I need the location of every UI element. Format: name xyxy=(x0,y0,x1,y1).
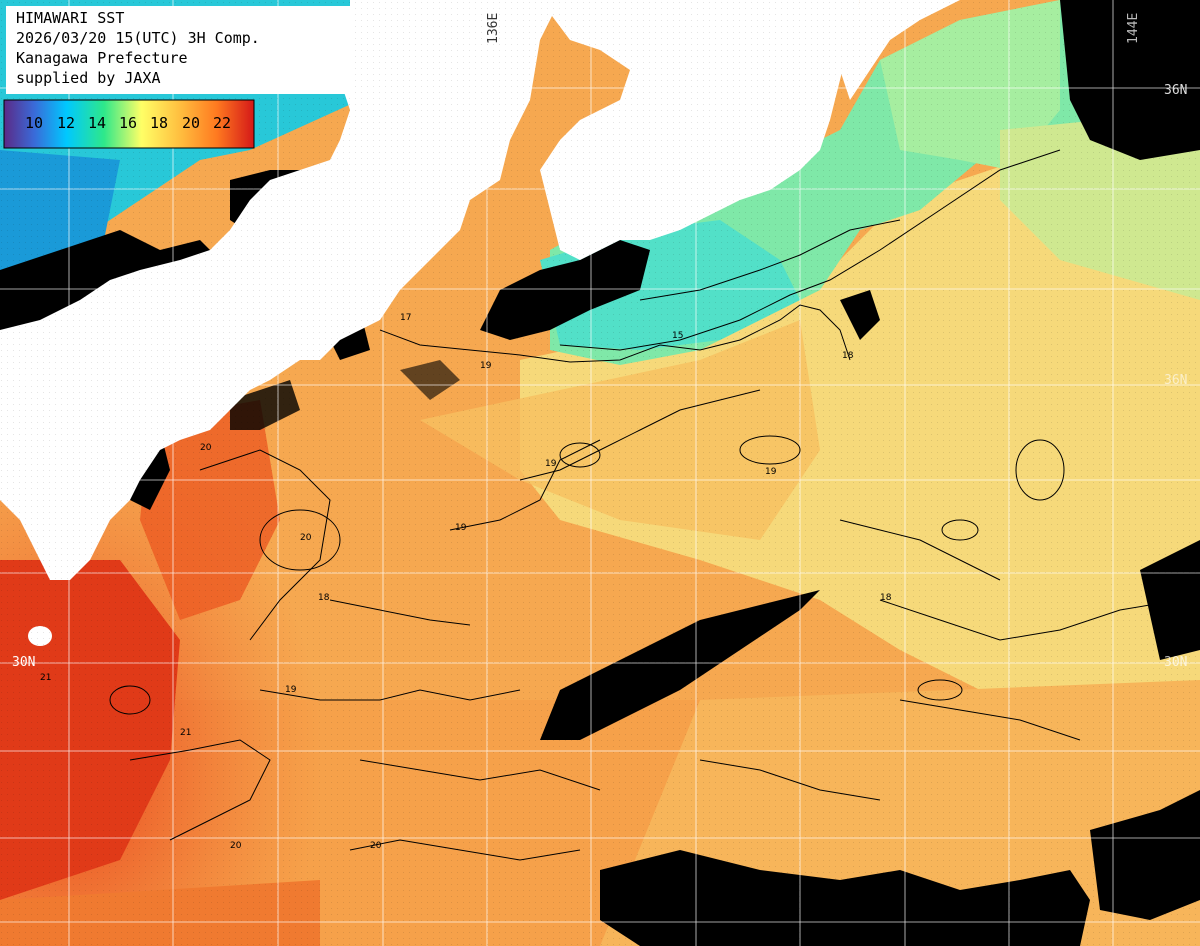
contour-label: 20 xyxy=(370,841,382,851)
contour-label: 18 xyxy=(842,351,854,361)
product-title: HIMAWARI SST xyxy=(16,9,125,27)
contour-label: 20 xyxy=(230,841,242,851)
graticule-labels: 136E 144E 36N 36N 33N 30N 30N xyxy=(12,13,1187,670)
contour-label: 19 xyxy=(765,467,777,477)
contour-label: 20 xyxy=(200,443,212,453)
contour-label: 21 xyxy=(40,673,51,683)
lat-label-36n-faint: 36N xyxy=(1164,373,1187,388)
contour-label: 19 xyxy=(545,459,557,469)
contour-label: 21 xyxy=(180,728,191,738)
contour-label: 18 xyxy=(880,593,892,603)
colorbar xyxy=(3,99,255,149)
region-line: Kanagawa Prefecture xyxy=(16,49,188,67)
contour-label: 20 xyxy=(300,533,312,543)
colorbar-tick: 18 xyxy=(150,114,169,132)
contour-label: 19 xyxy=(285,685,297,695)
info-box: HIMAWARI SST 2026/03/20 15(UTC) 3H Comp.… xyxy=(6,6,350,94)
colorbar-tick: 10 xyxy=(25,114,44,132)
contour-label: 19 xyxy=(455,523,467,533)
lat-label-30n-right: 30N xyxy=(1164,655,1187,670)
contour-label: 19 xyxy=(480,361,492,371)
colorbar-tick: 22 xyxy=(213,114,232,132)
lon-label-136e: 136E xyxy=(486,13,501,44)
contour-label: 18 xyxy=(318,593,330,603)
colorbar-tick: 16 xyxy=(119,114,138,132)
lat-label-30n: 30N xyxy=(12,655,35,670)
lon-label-144e: 144E xyxy=(1126,13,1141,44)
colorbar-tick: 14 xyxy=(88,114,107,132)
contour-label: 17 xyxy=(400,313,411,323)
contour-labels: 17 15 19 18 19 20 21 19 20 18 19 20 21 2… xyxy=(40,313,892,851)
colorbar-tick: 20 xyxy=(182,114,201,132)
colorbar-tick: 12 xyxy=(57,114,76,132)
date-line: 2026/03/20 15(UTC) 3H Comp. xyxy=(16,29,260,47)
contour-label: 15 xyxy=(672,331,683,341)
lat-label-33n: 33N xyxy=(12,373,35,388)
lat-label-36n: 36N xyxy=(1164,83,1187,98)
credit-line: supplied by JAXA xyxy=(16,69,161,87)
